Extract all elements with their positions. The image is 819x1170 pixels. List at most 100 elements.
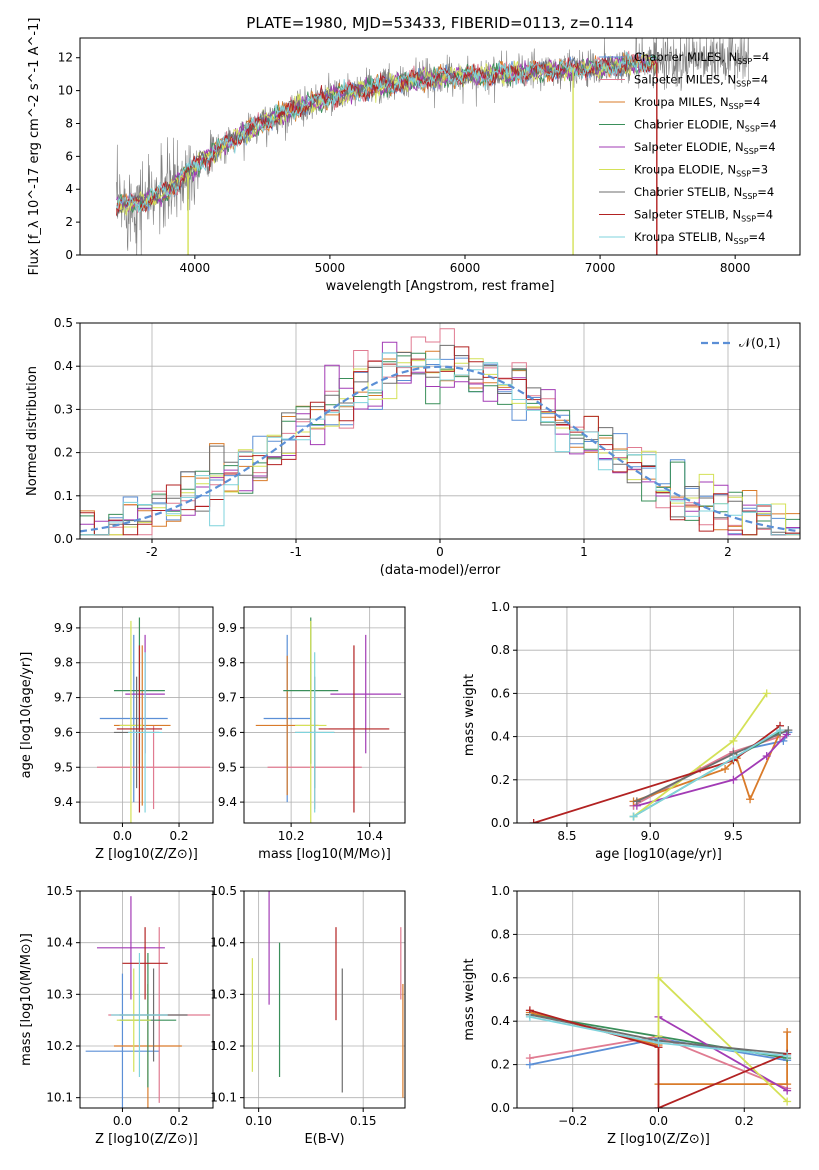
weight-marker: [762, 752, 771, 761]
mass_vs_Z-ylabel: mass [log10(M/M⊙)]: [19, 933, 34, 1066]
x-tick-label: 0.0: [113, 1114, 132, 1128]
legend-entry: Chabrier ELODIE, NSSP=4: [634, 118, 777, 134]
y-tick-label: 10.4: [46, 936, 73, 950]
spectrum-model-line: [116, 52, 657, 211]
y-tick-label: 1.0: [491, 884, 510, 898]
y-tick-label: 0.4: [491, 730, 510, 744]
legend-entry: Salpeter MILES, NSSP=4: [634, 73, 768, 89]
legend-entry: Salpeter STELIB, NSSP=4: [634, 208, 773, 224]
weight-marker: [654, 973, 663, 982]
legend-entry: Kroupa MILES, NSSP=4: [634, 95, 760, 111]
error-bar-point: [111, 953, 168, 1077]
x-tick-label: 5000: [315, 261, 346, 275]
x-tick-label: 0.2: [169, 829, 188, 843]
mass_vs_Z-frame: [79, 890, 214, 1109]
x-tick-label: -2: [146, 545, 158, 559]
age_vs_mass-panel: 10.2 10.4 9.4 9.5 9.6 9.7 9.8 9.9 mass [log10(M/…: [218, 606, 406, 862]
mass_vs_ebv-marks: [251, 891, 404, 1098]
residual-histogram: [80, 358, 800, 536]
spectrum-legend: Chabrier MILES, NSSP=4 Salpeter MILES, NS…: [599, 50, 777, 246]
y-tick-label: 6: [65, 149, 73, 163]
age_vs_Z-marks: [96, 617, 211, 823]
y-tick-label: 0.8: [491, 643, 510, 657]
weight-marker: [783, 1028, 792, 1037]
weight_vs_Z-ylabel: mass weight: [462, 958, 477, 1040]
error-bar-point: [96, 896, 165, 1000]
weight-marker: [529, 819, 538, 823]
y-tick-label: 10.2: [210, 1039, 237, 1053]
y-tick-label: 0.0: [491, 816, 510, 830]
error-bar-point: [128, 652, 163, 813]
error-bar-point: [119, 620, 143, 823]
residuals-ylabel: Normed distribution: [25, 366, 40, 496]
error-bar-point: [116, 645, 163, 813]
weight-marker: [762, 689, 771, 698]
x-tick-label: 7000: [585, 261, 616, 275]
y-tick-label: 9.5: [218, 760, 237, 774]
y-tick-label: 4: [65, 182, 73, 196]
y-tick-label: 10.1: [46, 1091, 73, 1105]
weight-marker: [721, 765, 730, 773]
legend-entry: Kroupa ELODIE, NSSP=3: [634, 163, 768, 179]
weight-series-line: [633, 731, 790, 807]
error-bar-point: [318, 645, 390, 813]
x-tick-label: 6000: [450, 261, 481, 275]
weight-marker: [776, 726, 785, 735]
y-tick-label: 9.6: [54, 725, 73, 739]
mass_vs_ebv-xlabel: E(B-V): [304, 1132, 344, 1147]
y-tick-label: 10.2: [46, 1039, 73, 1053]
mass_vs_Z-plot-area: [80, 890, 213, 1108]
y-tick-label: 9.4: [218, 795, 237, 809]
age_vs_mass-plot-area: [244, 607, 405, 823]
error-bar-point: [330, 634, 402, 754]
y-tick-label: 9.6: [218, 725, 237, 739]
error-bar-point: [295, 652, 335, 813]
weight-marker: [784, 726, 793, 735]
legend-entry: Chabrier STELIB, NSSP=4: [634, 185, 774, 201]
weight-marker: [729, 775, 738, 784]
x-tick-label: 2: [724, 545, 732, 559]
weight-marker: [654, 1104, 663, 1108]
weight-marker: [783, 1051, 792, 1060]
y-tick-label: 9.9: [54, 621, 73, 635]
legend-entry: 𝒩(0,1): [739, 335, 781, 350]
x-tick-label: −0.2: [558, 1114, 587, 1128]
spectrum-model-line: [116, 54, 657, 213]
mass_vs_Z-panel: 0.0 0.2 10.1 10.2 10.3 10.4 10.5 Z [log10(Z/Z⊙)…: [19, 884, 214, 1147]
y-tick-label: 0.6: [491, 971, 510, 985]
legend-entry: Salpeter ELODIE, NSSP=4: [634, 140, 776, 156]
y-tick-label: 9.4: [54, 795, 73, 809]
y-tick-label: 1.0: [491, 600, 510, 614]
y-tick-label: 8: [65, 116, 73, 130]
weight_vs_age-xlabel: age [log10(age/yr)]: [595, 847, 722, 862]
y-tick-label: 9.7: [54, 691, 73, 705]
mass_vs_ebv-frame: [243, 890, 406, 1109]
error-bar-point: [116, 968, 151, 1072]
weight-marker: [525, 1054, 534, 1063]
weight-series-line: [633, 729, 781, 818]
y-tick-label: 0.4: [491, 1014, 510, 1028]
age_vs_Z-ylabel: age [log10(age/yr)]: [19, 652, 34, 779]
figure-title: PLATE=1980, MJD=53433, FIBERID=0113, z=0…: [246, 14, 633, 32]
legend-entry: Chabrier MILES, NSSP=4: [634, 50, 769, 66]
y-tick-label: 0.2: [491, 773, 510, 787]
residuals-panel: -2 -1 0 1 2 0.0 0.1 0.2 0.3 0.4 0.5 (data-model)/er…: [25, 316, 801, 578]
y-tick-label: 10.4: [210, 936, 237, 950]
x-tick-label: 0: [436, 545, 444, 559]
residuals-xlabel: (data-model)/error: [380, 563, 501, 578]
mass_vs_Z-marks: [85, 896, 211, 1108]
y-tick-label: 0.8: [491, 927, 510, 941]
spectrum-model-line: [116, 53, 657, 216]
spectrum-xlabel: wavelength [Angstrom, rest frame]: [326, 279, 555, 294]
weight_vs_age-panel: 8.5 9.0 9.5 0.0 0.2 0.4 0.6 0.8 1.0 age [log10(ag…: [462, 600, 801, 862]
spectrum-marks: [116, 38, 750, 255]
age_vs_mass-marks: [255, 617, 402, 823]
weight-marker: [746, 795, 755, 804]
x-tick-label: 0.0: [113, 829, 132, 843]
legend-entry: Kroupa STELIB, NSSP=4: [634, 230, 765, 246]
spectrum-ylabel: Flux [f_λ 10^-17 erg cm^-2 s^-1 A^-1]: [27, 18, 42, 276]
y-tick-label: 9.8: [218, 656, 237, 670]
weight-series-line: [636, 733, 788, 807]
weight_vs_age-marks: [529, 689, 793, 823]
x-tick-label: 8000: [720, 261, 751, 275]
